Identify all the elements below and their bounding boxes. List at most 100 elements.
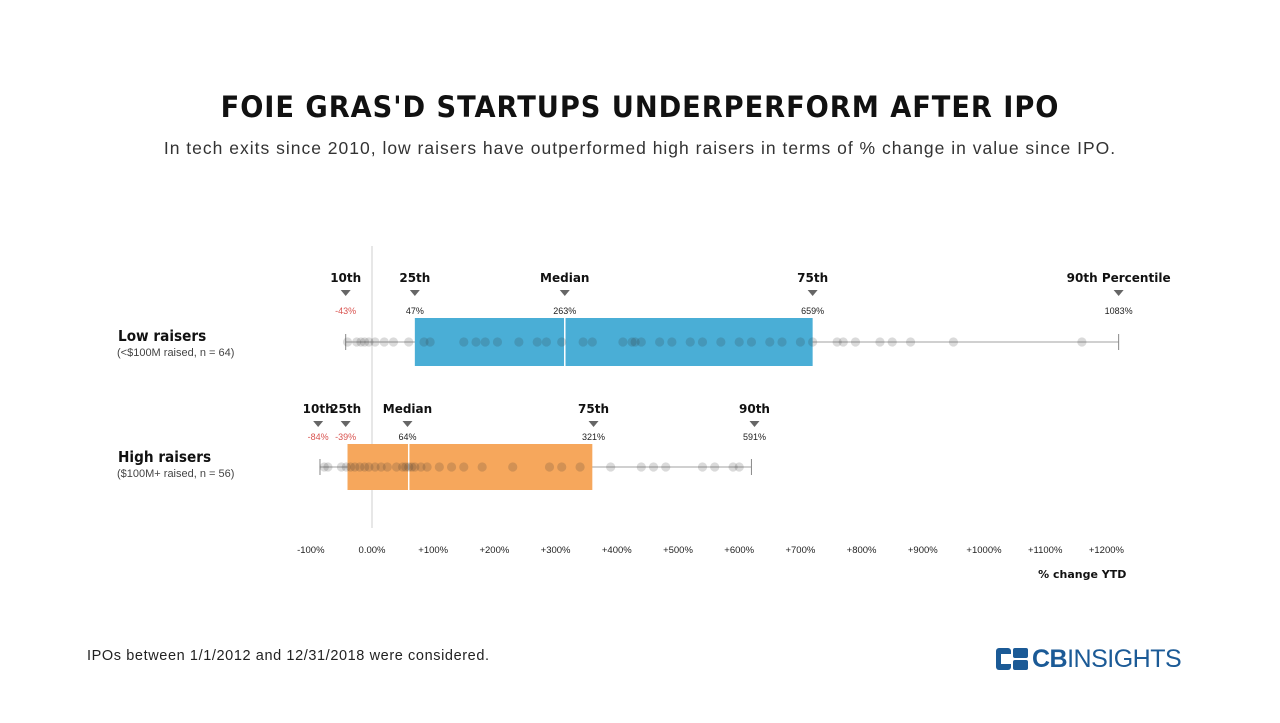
low-data-point	[514, 337, 524, 347]
low-data-point	[655, 337, 665, 347]
high-data-point	[410, 462, 420, 472]
low-data-point	[404, 337, 414, 347]
page-subtitle: In tech exits since 2010, low raisers ha…	[163, 138, 1117, 158]
high-marker-label: 75th	[578, 402, 609, 416]
high-marker-value: 64%	[398, 432, 416, 442]
low-marker-value: 1083%	[1105, 306, 1133, 316]
low-raisers-label: Low raisers	[118, 327, 207, 345]
low-data-point	[557, 337, 567, 347]
low-marker-arrow	[559, 290, 570, 296]
x-tick-label: +300%	[541, 545, 571, 556]
high-data-point	[370, 462, 380, 472]
high-data-point	[606, 462, 616, 472]
x-axis-label: % change YTD	[1038, 568, 1126, 581]
low-data-point	[541, 337, 552, 347]
footnote: IPOs between 1/1/2012 and 12/31/2018 wer…	[87, 648, 490, 664]
low-data-point	[587, 337, 597, 347]
low-data-point	[838, 337, 848, 347]
low-data-point	[627, 337, 637, 347]
low-marker-arrow	[1113, 290, 1124, 296]
low-data-point	[425, 337, 435, 347]
page-title: FOIE GRAS'D STARTUPS UNDERPERFORM AFTER …	[220, 90, 1060, 124]
x-tick-label: +200%	[479, 545, 509, 556]
high-data-point	[477, 462, 487, 472]
high-marker-value: 591%	[743, 432, 766, 442]
low-data-point	[379, 337, 389, 347]
high-marker-label: 90th	[739, 402, 770, 416]
low-data-point	[480, 337, 490, 347]
high-data-point	[364, 462, 374, 472]
low-marker-arrow	[807, 290, 818, 296]
high-data-point	[404, 462, 414, 472]
high-data-point	[648, 462, 659, 472]
high-marker-arrow	[749, 421, 760, 427]
high-data-point	[446, 462, 457, 472]
low-data-point	[356, 337, 366, 347]
high-marker-label: 10th	[303, 402, 334, 416]
low-data-point	[697, 337, 708, 347]
high-data-point	[508, 462, 518, 472]
high-data-point	[398, 462, 408, 472]
x-tick-label: +600%	[724, 545, 754, 556]
low-marker-label: 10th	[330, 271, 361, 285]
low-data-point	[342, 337, 353, 347]
low-marker-label: 75th	[797, 271, 828, 285]
x-tick-label: 0.00%	[359, 545, 386, 556]
low-marker-label: 25th	[399, 271, 430, 285]
high-data-point	[557, 462, 567, 472]
low-marker-label: 90th Percentile	[1067, 271, 1171, 285]
low-marker-value: 47%	[406, 306, 424, 316]
low-data-point	[492, 337, 503, 347]
low-data-point	[360, 337, 370, 347]
low-data-point	[667, 337, 677, 347]
high-data-point	[391, 462, 402, 472]
high-data-point	[360, 462, 370, 472]
low-data-point	[419, 337, 429, 347]
high-data-point	[544, 462, 555, 472]
high-marker-label: 25th	[330, 402, 361, 416]
high-marker-value: 321%	[582, 432, 605, 442]
high-data-point	[336, 462, 346, 472]
high-data-point	[401, 462, 411, 472]
high-data-point	[661, 462, 671, 472]
x-tick-label: +1200%	[1089, 545, 1125, 556]
low-data-point	[808, 337, 818, 347]
high-data-point	[710, 462, 720, 472]
high-data-point	[728, 462, 738, 472]
high-data-point	[407, 462, 417, 472]
high-data-point	[697, 462, 708, 472]
high-data-point	[416, 462, 426, 472]
high-data-point	[575, 462, 585, 472]
high-data-point	[636, 462, 646, 472]
high-marker-arrow	[313, 421, 324, 427]
low-data-point	[765, 337, 775, 347]
x-tick-label: +1000%	[966, 545, 1002, 556]
low-data-point	[578, 337, 588, 347]
high-data-point	[382, 462, 392, 472]
low-data-point	[734, 337, 744, 347]
low-data-point	[471, 337, 481, 347]
low-data-point	[948, 337, 959, 347]
x-tick-label: +100%	[418, 545, 448, 556]
low-data-point	[352, 337, 362, 347]
high-data-point	[734, 462, 744, 472]
low-marker-value: 659%	[801, 306, 824, 316]
low-data-point	[370, 337, 380, 347]
cb-insights-logo: CBINSIGHTS	[996, 644, 1192, 674]
x-tick-label: +500%	[663, 545, 693, 556]
low-data-point	[875, 337, 885, 347]
high-raisers-subtitle: ($100M+ raised, n = 56)	[117, 468, 235, 480]
high-data-point	[355, 462, 365, 472]
high-data-point	[319, 462, 329, 472]
cb-insights-wordmark: CBINSIGHTS	[1032, 644, 1182, 673]
low-data-point	[636, 337, 646, 347]
low-data-point	[777, 337, 787, 347]
low-data-point	[746, 337, 757, 347]
low-data-point	[618, 337, 628, 347]
high-data-point	[459, 462, 469, 472]
x-tick-label: +400%	[602, 545, 632, 556]
low-data-point	[887, 337, 897, 347]
high-raisers-label: High raisers	[118, 448, 212, 466]
high-marker-value: -39%	[335, 432, 356, 442]
